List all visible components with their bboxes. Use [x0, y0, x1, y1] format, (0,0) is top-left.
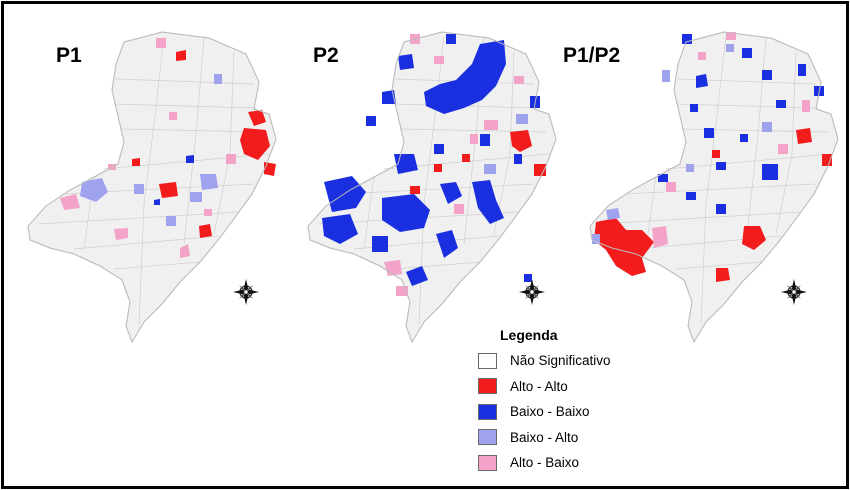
legend-swatch: [478, 429, 497, 446]
legend-label: Baixo - Alto: [510, 429, 579, 445]
map-p1-outline: [27, 31, 277, 343]
legend-swatch: [478, 454, 497, 471]
legend-title: Legenda: [500, 327, 558, 343]
legend-label: Baixo - Baixo: [510, 404, 590, 420]
map-p1-baixo-alto: [80, 74, 222, 226]
map-p2-baixo-baixo: [322, 34, 540, 286]
legend-item: Baixo - Baixo: [478, 399, 668, 425]
map-p1p2-baixo-alto: [592, 44, 772, 244]
legend-label: Alto - Alto: [510, 378, 568, 394]
legend: Legenda Não Significativo Alto - Alto Ba…: [478, 327, 668, 476]
map-p1p2-municipal-borders: [599, 35, 832, 325]
map-p1-baixo-baixo: [154, 155, 194, 205]
legend-item: Não Significativo: [478, 348, 668, 374]
map-p1p2: [589, 31, 839, 343]
map-title-p1p2: P1/P2: [563, 44, 621, 67]
legend-label: Alto - Baixo: [510, 455, 580, 471]
map-title-p2: P2: [313, 44, 339, 67]
map-p2-alto-baixo: [384, 34, 524, 296]
map-p2-baixo-alto: [484, 114, 528, 174]
map-p1p2-alto-alto: [594, 100, 832, 282]
legend-item: Alto - Alto: [478, 374, 668, 400]
compass-rose-icon: [780, 278, 808, 306]
legend-swatch: [478, 352, 497, 369]
map-p1p2-alto-baixo: [652, 32, 810, 248]
map-p1: [27, 31, 277, 343]
map-p2-alto-alto: [410, 130, 546, 194]
legend-label: Não Significativo: [510, 353, 611, 369]
maps-canvas: [27, 31, 839, 343]
legend-item: Baixo - Alto: [478, 425, 668, 451]
map-title-p1: P1: [56, 44, 82, 67]
compass-rose-icon: [232, 278, 260, 306]
map-p1p2-baixo-baixo: [658, 34, 824, 214]
legend-swatch: [478, 403, 497, 420]
compass-rose-icon: [518, 278, 546, 306]
map-p1-alto-alto: [132, 50, 276, 238]
legend-item: Alto - Baixo: [478, 450, 668, 476]
map-p2: [307, 31, 557, 343]
legend-swatch: [478, 378, 497, 395]
